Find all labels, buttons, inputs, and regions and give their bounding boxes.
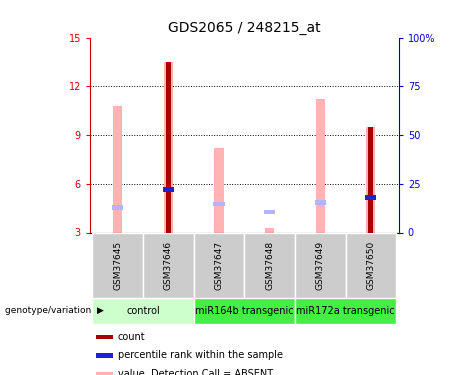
Text: control: control [126, 306, 160, 316]
Bar [96, 353, 113, 358]
Text: GSM37648: GSM37648 [265, 241, 274, 290]
Text: GSM37646: GSM37646 [164, 241, 173, 290]
Bar [265, 228, 274, 232]
Bar [366, 127, 375, 232]
Text: GSM37647: GSM37647 [214, 241, 224, 290]
Bar [96, 372, 113, 375]
Bar [213, 202, 225, 206]
Text: miR172a transgenic: miR172a transgenic [296, 306, 395, 316]
Bar [163, 187, 174, 192]
Bar [113, 106, 122, 232]
Bar [316, 99, 325, 232]
Bar [346, 232, 396, 298]
Bar [244, 232, 295, 298]
Bar [166, 62, 171, 232]
Bar [295, 232, 346, 298]
Bar [264, 210, 275, 214]
Bar [92, 298, 194, 324]
Bar [366, 195, 377, 200]
Text: value, Detection Call = ABSENT: value, Detection Call = ABSENT [118, 369, 273, 375]
Text: percentile rank within the sample: percentile rank within the sample [118, 351, 283, 360]
Text: GSM37650: GSM37650 [366, 241, 375, 290]
Bar [164, 62, 173, 232]
Bar [295, 298, 396, 324]
Bar [368, 127, 373, 232]
Bar [194, 298, 295, 324]
Bar [96, 334, 113, 339]
Bar [315, 200, 326, 205]
Text: miR164b transgenic: miR164b transgenic [195, 306, 294, 316]
Text: GSM37645: GSM37645 [113, 241, 122, 290]
Bar [143, 232, 194, 298]
Bar [112, 205, 123, 210]
Text: GSM37649: GSM37649 [316, 241, 325, 290]
Bar [92, 232, 143, 298]
Bar [214, 148, 224, 232]
Text: count: count [118, 332, 145, 342]
Bar [194, 232, 244, 298]
Title: GDS2065 / 248215_at: GDS2065 / 248215_at [168, 21, 321, 35]
Text: genotype/variation  ▶: genotype/variation ▶ [5, 306, 103, 315]
